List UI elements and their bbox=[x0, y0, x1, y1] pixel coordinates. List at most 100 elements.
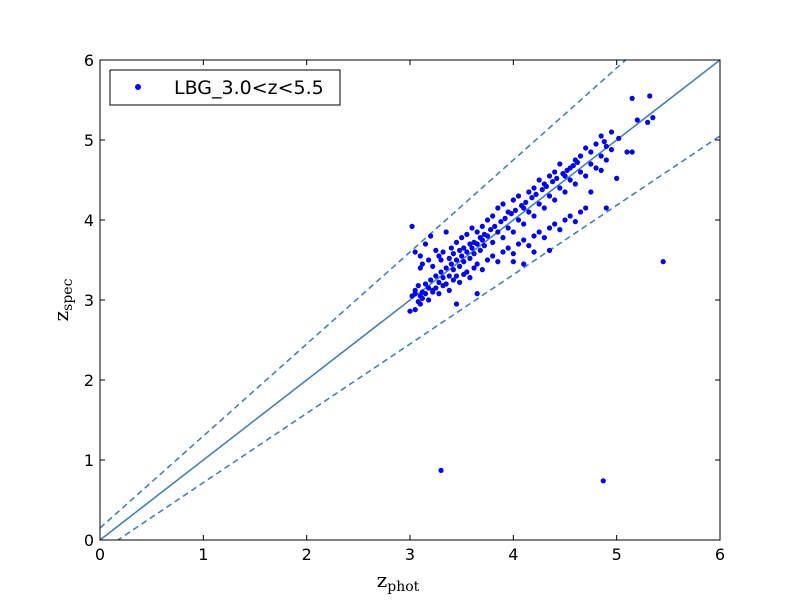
data-point bbox=[450, 251, 456, 257]
data-point bbox=[614, 175, 620, 181]
data-point bbox=[608, 129, 615, 135]
data-point bbox=[512, 207, 519, 213]
data-point bbox=[570, 163, 576, 169]
data-point bbox=[500, 249, 506, 255]
data-point bbox=[536, 177, 542, 183]
data-point bbox=[422, 281, 429, 287]
data-point bbox=[588, 149, 594, 155]
data-point bbox=[552, 169, 558, 175]
data-point bbox=[453, 239, 460, 245]
data-point bbox=[419, 261, 425, 267]
reference-lines bbox=[100, 60, 720, 540]
legend-box bbox=[109, 69, 341, 106]
data-point bbox=[409, 223, 415, 229]
x-tick-label: 1 bbox=[198, 545, 208, 564]
data-point bbox=[430, 263, 436, 269]
data-point bbox=[443, 265, 449, 271]
data-point bbox=[433, 273, 439, 279]
data-point bbox=[467, 275, 473, 281]
data-point bbox=[572, 181, 578, 187]
axis-ticks: 0 1 2 3 4 5 6 0 1 2 3 4 5 6 bbox=[84, 51, 725, 564]
y-axis-title-main: z bbox=[49, 311, 73, 322]
y-tick-label: 6 bbox=[84, 51, 94, 70]
data-point bbox=[603, 143, 609, 149]
data-point bbox=[577, 153, 584, 159]
identity-line bbox=[100, 60, 720, 540]
data-point bbox=[438, 467, 444, 473]
data-point bbox=[541, 205, 547, 211]
data-point bbox=[426, 257, 432, 263]
data-point bbox=[572, 219, 578, 225]
data-point bbox=[440, 249, 446, 255]
x-tick-label: 6 bbox=[715, 545, 725, 564]
data-point bbox=[484, 257, 491, 263]
data-point bbox=[488, 227, 494, 233]
x-axis-title-main: z bbox=[377, 568, 388, 592]
data-point bbox=[505, 225, 511, 231]
data-point bbox=[500, 235, 506, 241]
data-point bbox=[593, 165, 599, 171]
data-point bbox=[600, 478, 606, 484]
data-point bbox=[526, 243, 532, 249]
data-point bbox=[477, 235, 483, 241]
data-point bbox=[464, 249, 470, 255]
data-point bbox=[521, 221, 527, 227]
data-point bbox=[515, 217, 522, 223]
data-point bbox=[560, 171, 566, 177]
data-point bbox=[457, 263, 463, 269]
data-point bbox=[467, 241, 473, 247]
data-point bbox=[453, 273, 460, 279]
data-point bbox=[469, 245, 475, 251]
data-point bbox=[450, 277, 456, 283]
data-point bbox=[428, 277, 434, 283]
data-point bbox=[490, 239, 496, 245]
data-point bbox=[415, 299, 421, 305]
data-point bbox=[453, 301, 460, 307]
data-point bbox=[546, 173, 553, 179]
data-point bbox=[440, 275, 446, 281]
data-point bbox=[426, 285, 432, 291]
data-point bbox=[552, 221, 558, 227]
data-point bbox=[417, 253, 423, 259]
data-point bbox=[464, 231, 470, 237]
data-point bbox=[433, 285, 439, 291]
data-point bbox=[521, 237, 527, 243]
data-point bbox=[629, 95, 635, 101]
data-point bbox=[521, 261, 527, 267]
data-point bbox=[446, 255, 452, 261]
x-tick-label: 4 bbox=[508, 545, 518, 564]
data-point bbox=[510, 229, 516, 235]
data-point bbox=[552, 197, 558, 203]
data-point bbox=[598, 167, 604, 173]
data-point bbox=[546, 247, 553, 253]
data-point bbox=[433, 247, 439, 253]
data-point bbox=[505, 245, 511, 251]
dashed-bound-line-1 bbox=[100, 60, 627, 529]
x-axis-title-sub: phot bbox=[387, 579, 419, 595]
data-point bbox=[417, 265, 423, 271]
data-point bbox=[490, 213, 496, 219]
data-point bbox=[588, 189, 594, 195]
data-point bbox=[459, 235, 465, 241]
data-point bbox=[531, 185, 537, 191]
data-point bbox=[436, 291, 442, 297]
data-point bbox=[567, 177, 573, 183]
data-point bbox=[562, 217, 568, 223]
data-point bbox=[531, 249, 537, 255]
data-point bbox=[477, 247, 483, 253]
data-point bbox=[557, 161, 563, 167]
data-point bbox=[519, 203, 525, 209]
data-point bbox=[603, 157, 609, 163]
y-tick-label: 0 bbox=[84, 531, 94, 550]
data-point bbox=[471, 239, 477, 245]
data-point bbox=[492, 223, 498, 229]
data-point bbox=[616, 135, 622, 141]
data-point bbox=[593, 141, 599, 147]
data-point bbox=[526, 189, 532, 195]
data-point bbox=[446, 273, 452, 279]
data-point bbox=[500, 201, 506, 207]
data-point bbox=[583, 173, 589, 179]
data-point bbox=[531, 213, 537, 219]
legend: LBG_3.0<z<5.5 bbox=[109, 69, 341, 106]
